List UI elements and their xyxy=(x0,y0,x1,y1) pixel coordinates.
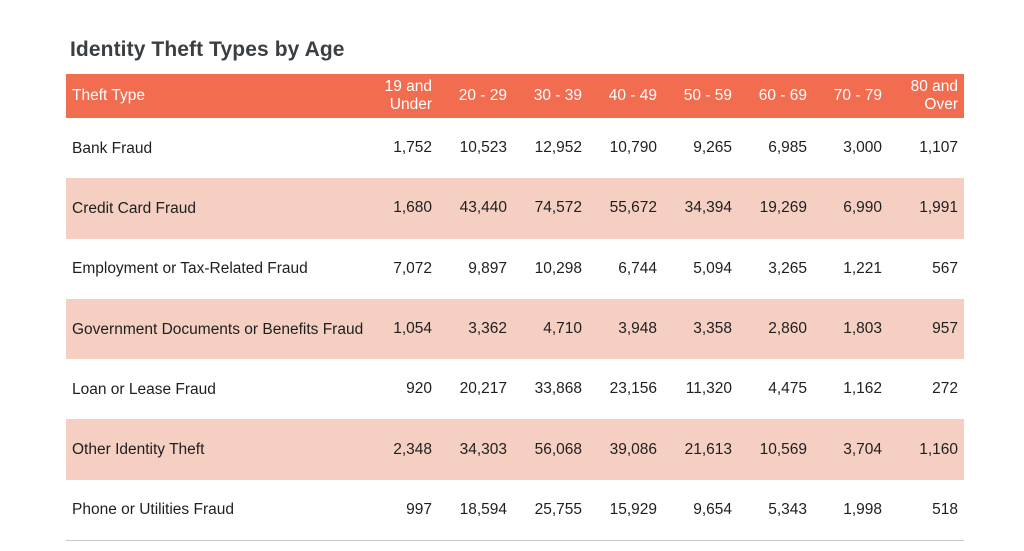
row-label: Other Identity Theft xyxy=(72,441,205,459)
table-cell: 3,704 xyxy=(843,440,882,458)
table-row: Loan or Lease Fraud 920 20,217 33,868 23,156… xyxy=(66,359,964,419)
table-cell: 6,744 xyxy=(618,259,657,277)
table-cell: 920 xyxy=(406,380,432,398)
column-header-age: 19 and Under xyxy=(384,78,432,113)
column-header-age: 50 - 59 xyxy=(683,87,732,104)
table-cell: 12,952 xyxy=(534,139,582,157)
identity-theft-table: Theft Type 19 and Under 20 - 29 30 - 39 40 -… xyxy=(66,74,964,540)
table-cell: 19,269 xyxy=(759,199,807,217)
table-cell: 6,985 xyxy=(768,139,807,157)
table-cell: 6,990 xyxy=(843,199,882,217)
table-cell: 1,160 xyxy=(919,440,958,458)
column-header-age: 30 - 39 xyxy=(533,87,582,104)
table-cell: 18,594 xyxy=(459,500,507,518)
row-label: Bank Fraud xyxy=(72,139,153,157)
table-row: Government Documents or Benefits Fraud 1,… xyxy=(66,298,964,360)
table-cell: 55,672 xyxy=(609,199,657,217)
table-body: Bank Fraud 1,752 10,523 12,952 10,790 9,265 6,… xyxy=(66,118,964,540)
header-row: Theft Type 19 and Under 20 - 29 30 - 39 40 -… xyxy=(66,74,964,118)
table-cell: 1,221 xyxy=(843,259,882,277)
table-cell: 23,156 xyxy=(609,380,657,398)
table-cell: 5,094 xyxy=(693,259,732,277)
table-cell: 56,068 xyxy=(534,440,582,458)
table-title: Identity Theft Types by Age xyxy=(70,38,345,61)
table-cell: 1,680 xyxy=(393,199,432,217)
table-cell: 34,303 xyxy=(459,440,507,458)
bottom-rule xyxy=(66,540,964,541)
column-header-age: 20 - 29 xyxy=(458,87,507,104)
table-cell: 4,475 xyxy=(768,380,807,398)
table-row: Credit Card Fraud 1,680 43,440 74,572 55,672… xyxy=(66,178,964,239)
table-cell: 11,320 xyxy=(685,380,732,398)
table-cell: 272 xyxy=(932,380,958,398)
table-cell: 3,358 xyxy=(693,320,732,338)
table-cell: 5,343 xyxy=(768,500,807,518)
table-cell: 25,755 xyxy=(534,500,582,518)
table-cell: 2,348 xyxy=(393,440,432,458)
table-cell: 567 xyxy=(932,259,958,277)
row-label: Employment or Tax-Related Fraud xyxy=(72,260,308,278)
table-cell: 1,752 xyxy=(393,139,432,157)
table-cell: 43,440 xyxy=(459,199,507,217)
table-cell: 1,803 xyxy=(843,320,882,338)
table-cell: 20,217 xyxy=(459,380,507,398)
table-cell: 3,362 xyxy=(468,320,507,338)
table-cell: 2,860 xyxy=(768,320,807,338)
column-header-age: 60 - 69 xyxy=(758,87,807,104)
table-cell: 1,991 xyxy=(919,199,958,217)
column-header-theft-type: Theft Type xyxy=(72,87,145,104)
row-label: Phone or Utilities Fraud xyxy=(72,501,234,519)
table-cell: 33,868 xyxy=(534,380,582,398)
table-cell: 74,572 xyxy=(534,199,582,217)
table-cell: 15,929 xyxy=(609,500,657,518)
table-cell: 957 xyxy=(932,320,958,338)
table-cell: 1,054 xyxy=(393,320,432,338)
table-cell: 3,948 xyxy=(618,320,657,338)
table-cell: 21,613 xyxy=(684,440,732,458)
table-cell: 10,790 xyxy=(609,139,657,157)
column-header-age: 40 - 49 xyxy=(608,87,657,104)
table-row: Other Identity Theft 2,348 34,303 56,068 39,… xyxy=(66,419,964,480)
column-header-age: 70 - 79 xyxy=(833,87,882,104)
table-cell: 9,654 xyxy=(693,500,732,518)
table-cell: 9,897 xyxy=(468,259,507,277)
column-header-age: 80 and Over xyxy=(910,78,958,113)
table-row: Employment or Tax-Related Fraud 7,072 9,89… xyxy=(66,239,964,299)
table-row: Phone or Utilities Fraud 997 18,594 25,755 1… xyxy=(66,480,964,540)
table-cell: 9,265 xyxy=(693,139,732,157)
table-cell: 39,086 xyxy=(609,440,657,458)
row-label: Government Documents or Benefits Fraud xyxy=(72,320,364,338)
table-cell: 3,000 xyxy=(843,139,882,157)
table-cell: 34,394 xyxy=(684,199,732,217)
table-cell: 518 xyxy=(932,500,958,518)
table-cell: 7,072 xyxy=(393,259,432,277)
table-cell: 10,523 xyxy=(459,139,507,157)
table-row: Bank Fraud 1,752 10,523 12,952 10,790 9,265 6,… xyxy=(66,118,964,178)
table-cell: 1,162 xyxy=(843,380,882,398)
row-label: Loan or Lease Fraud xyxy=(72,380,216,398)
table-cell: 10,569 xyxy=(759,440,807,458)
table-cell: 1,107 xyxy=(919,139,958,157)
table-cell: 3,265 xyxy=(768,259,807,277)
table-cell: 997 xyxy=(406,500,432,518)
table-cell: 10,298 xyxy=(534,259,582,277)
table-cell: 1,998 xyxy=(843,500,882,518)
table-cell: 4,710 xyxy=(543,320,582,338)
row-label: Credit Card Fraud xyxy=(72,199,197,217)
